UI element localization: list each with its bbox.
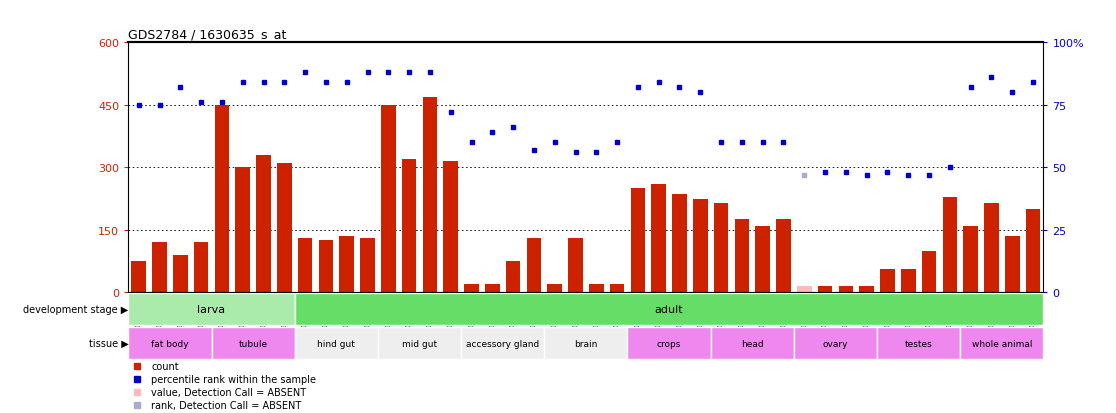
Bar	[360, 239, 375, 292]
Text: value, Detection Call = ABSENT: value, Detection Call = ABSENT	[152, 387, 307, 397]
Bar	[527, 239, 541, 292]
Bar	[295, 293, 1043, 326]
Bar	[714, 203, 729, 292]
Text: larva: larva	[198, 304, 225, 314]
Bar	[793, 327, 877, 359]
Bar	[652, 185, 666, 292]
Bar	[960, 327, 1043, 359]
Bar	[943, 197, 958, 292]
Bar	[901, 270, 915, 292]
Bar	[506, 261, 520, 292]
Text: tubule: tubule	[239, 339, 268, 348]
Bar	[838, 286, 853, 292]
Bar	[381, 106, 395, 292]
Bar	[711, 327, 793, 359]
Text: hind gut: hind gut	[317, 339, 355, 348]
Bar	[859, 286, 874, 292]
Bar	[173, 255, 187, 292]
Bar	[568, 239, 583, 292]
Bar	[984, 203, 999, 292]
Bar	[461, 327, 545, 359]
Text: head: head	[741, 339, 763, 348]
Text: tissue ▶: tissue ▶	[88, 338, 128, 348]
Bar	[378, 327, 461, 359]
Text: development stage ▶: development stage ▶	[23, 304, 128, 314]
Bar	[963, 226, 978, 292]
Bar	[214, 106, 229, 292]
Bar	[194, 243, 209, 292]
Bar	[423, 97, 437, 292]
Bar	[1026, 209, 1040, 292]
Bar	[152, 243, 166, 292]
Bar	[128, 293, 295, 326]
Bar	[777, 220, 791, 292]
Text: brain: brain	[575, 339, 597, 348]
Bar	[464, 284, 479, 292]
Bar	[339, 237, 354, 292]
Bar	[548, 284, 562, 292]
Bar	[235, 168, 250, 292]
Bar	[922, 251, 936, 292]
Bar	[402, 160, 416, 292]
Bar	[589, 284, 604, 292]
Text: fat body: fat body	[151, 339, 189, 348]
Text: adult: adult	[655, 304, 683, 314]
Bar	[818, 286, 833, 292]
Bar	[443, 162, 458, 292]
Bar	[797, 286, 811, 292]
Bar	[609, 284, 624, 292]
Bar	[128, 327, 212, 359]
Bar	[485, 284, 500, 292]
Bar	[295, 327, 378, 359]
Text: GDS2784 / 1630635_s_at: GDS2784 / 1630635_s_at	[128, 28, 287, 41]
Bar	[877, 327, 960, 359]
Text: rank, Detection Call = ABSENT: rank, Detection Call = ABSENT	[152, 400, 301, 410]
Bar	[277, 164, 291, 292]
Bar	[212, 327, 295, 359]
Text: mid gut: mid gut	[402, 339, 437, 348]
Text: whole animal: whole animal	[972, 339, 1032, 348]
Bar	[756, 226, 770, 292]
Bar	[881, 270, 895, 292]
Bar	[631, 189, 645, 292]
Bar	[298, 239, 312, 292]
Bar	[132, 261, 146, 292]
Bar	[319, 241, 334, 292]
Text: accessory gland: accessory gland	[466, 339, 539, 348]
Text: testes: testes	[905, 339, 933, 348]
Bar	[734, 220, 749, 292]
Bar	[672, 195, 686, 292]
Text: count: count	[152, 361, 179, 371]
Bar	[257, 156, 271, 292]
Bar	[693, 199, 708, 292]
Bar	[627, 327, 711, 359]
Text: crops: crops	[657, 339, 681, 348]
Bar	[1006, 237, 1020, 292]
Text: percentile rank within the sample: percentile rank within the sample	[152, 374, 316, 384]
Bar	[545, 327, 627, 359]
Text: ovary: ovary	[822, 339, 848, 348]
